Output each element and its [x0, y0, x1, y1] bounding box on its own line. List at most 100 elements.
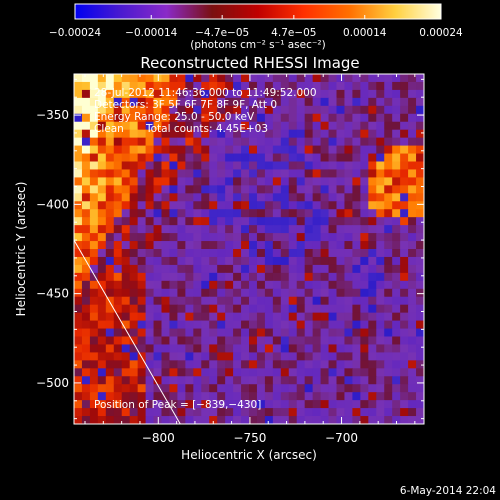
heatmap-cell [225, 153, 234, 163]
heatmap-cell [336, 233, 346, 242]
heatmap-cell [185, 376, 194, 385]
heatmap-cell [121, 376, 131, 385]
heatmap-cell [201, 416, 210, 424]
heatmap-cell [296, 209, 306, 218]
heatmap-cell [312, 121, 322, 131]
heatmap-cell [400, 97, 409, 107]
heatmap-cell [416, 185, 424, 194]
heatmap-cell [145, 161, 155, 171]
heatmap-cell [368, 384, 377, 393]
heatmap-cell [201, 400, 210, 409]
heatmap-cell [113, 328, 123, 338]
heatmap-cell [161, 241, 171, 250]
heatmap-cell [217, 320, 226, 330]
heatmap-cell [408, 153, 417, 163]
heatmap-cell [177, 137, 186, 147]
heatmap-cell [97, 137, 107, 147]
heatmap-cell [352, 121, 361, 131]
heatmap-cell [336, 416, 346, 424]
heatmap-cell [256, 74, 266, 83]
heatmap-cell [288, 256, 298, 266]
heatmap-cell [153, 249, 163, 258]
heatmap-cell [161, 121, 171, 131]
heatmap-cell [193, 129, 202, 139]
heatmap-cell [249, 312, 258, 322]
heatmap-cell [177, 328, 186, 338]
heatmap-cell [264, 368, 274, 377]
heatmap-cell [384, 376, 393, 385]
heatmap-cell [384, 185, 393, 194]
heatmap-cell [368, 129, 377, 139]
heatmap-cell [280, 145, 290, 155]
heatmap-cell [233, 416, 242, 424]
heatmap-cell [352, 129, 361, 139]
heatmap-cell [89, 241, 99, 250]
heatmap-cell [280, 74, 290, 83]
heatmap-cell [392, 328, 401, 338]
heatmap-cell [304, 105, 314, 115]
heatmap-cell [368, 225, 377, 234]
heatmap-cell [304, 272, 314, 282]
heatmap-cell [280, 376, 290, 385]
heatmap-cell [129, 121, 139, 131]
heatmap-cell [177, 121, 186, 131]
heatmap-cell [400, 408, 409, 417]
heatmap-cell [400, 320, 409, 330]
heatmap-cell [185, 177, 194, 186]
heatmap-cell [113, 217, 123, 226]
heatmap-cell [384, 225, 393, 234]
heatmap-cell [249, 81, 258, 91]
heatmap-cell [201, 137, 210, 147]
heatmap-cell [161, 225, 171, 234]
heatmap-cell [416, 368, 424, 377]
heatmap-cell [288, 312, 298, 322]
heatmap-cell [249, 360, 258, 369]
heatmap-cell [193, 97, 202, 107]
heatmap-cell [121, 384, 131, 393]
heatmap-cell [368, 280, 377, 290]
heatmap-cell [384, 312, 393, 322]
heatmap-cell [352, 408, 361, 417]
heatmap-cell [280, 121, 290, 131]
heatmap-cell [312, 249, 322, 258]
heatmap-cell [264, 113, 274, 123]
heatmap-cell [145, 177, 155, 186]
heatmap-cell [137, 113, 147, 123]
heatmap-cell [360, 137, 369, 147]
heatmap-cell [344, 328, 353, 338]
heatmap-cell [225, 74, 234, 83]
heatmap-cell [280, 217, 290, 226]
heatmap-cell [344, 256, 353, 266]
heatmap-cell [344, 408, 353, 417]
heatmap-cell [153, 153, 163, 163]
heatmap-cell [272, 241, 282, 250]
heatmap-cell [249, 185, 258, 194]
heatmap-cell [129, 169, 139, 178]
heatmap-cell [74, 352, 83, 361]
heatmap-cell [81, 225, 91, 234]
heatmap-cell [296, 161, 306, 171]
heatmap-cell [129, 352, 139, 361]
heatmap-cell [153, 336, 163, 346]
heatmap-cell [145, 233, 155, 242]
heatmap-cell [74, 384, 83, 393]
heatmap-cell [177, 296, 186, 306]
heatmap-cell [201, 201, 210, 210]
heatmap-cell [241, 129, 250, 139]
heatmap-cell [161, 249, 171, 258]
heatmap-cell [161, 81, 171, 91]
heatmap-cell [225, 113, 234, 123]
heatmap-cell [121, 408, 131, 417]
heatmap-cell [336, 312, 346, 322]
heatmap-cell [312, 233, 322, 242]
heatmap-cell [256, 288, 266, 298]
heatmap-cell [336, 97, 346, 107]
heatmap-cell [217, 360, 226, 369]
heatmap-cell [352, 241, 361, 250]
heatmap-cell [113, 360, 123, 369]
heatmap-cell [161, 288, 171, 298]
heatmap-cell [161, 153, 171, 163]
heatmap-cell [217, 121, 226, 131]
plot-frame [73, 73, 425, 425]
heatmap-cell [233, 296, 242, 306]
